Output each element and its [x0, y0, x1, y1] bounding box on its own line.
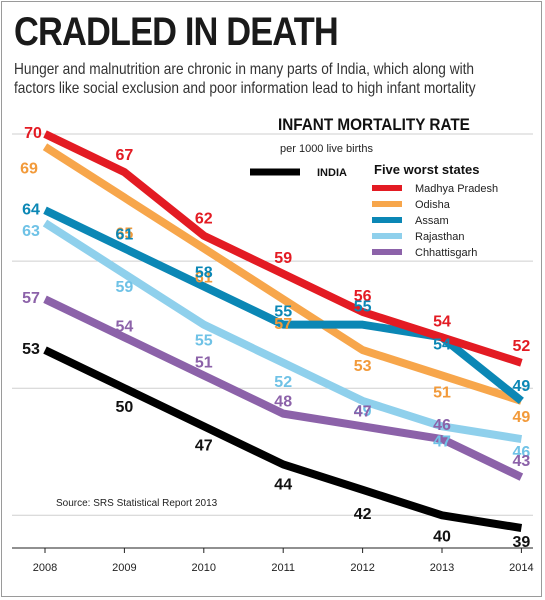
x-tick-label: 2012 [350, 562, 374, 574]
legend: INDIA Five worst states Madhya Pradesh Odis… [250, 162, 498, 259]
data-label-odisha: 69 [20, 161, 38, 178]
x-tick-label: 2008 [33, 562, 57, 574]
data-label-india: 40 [433, 528, 451, 545]
legend-label-assam: Assam [415, 215, 449, 227]
data-label-assam: 64 [22, 201, 40, 218]
data-label-odisha: 61 [195, 269, 213, 286]
data-label-india: 47 [195, 437, 213, 454]
data-label-rajasthan: 63 [22, 223, 40, 240]
data-label-chhattisgarh: 57 [22, 290, 40, 307]
data-label-assam: 49 [513, 378, 531, 395]
series-line-madhya-pradesh [43, 130, 523, 367]
data-label-madhya-pradesh: 67 [116, 147, 134, 164]
legend-label-india: INDIA [317, 167, 347, 179]
data-label-rajasthan: 59 [116, 279, 134, 296]
source-note: Source: SRS Statistical Report 2013 [56, 498, 218, 509]
data-label-chhattisgarh: 46 [433, 417, 451, 434]
data-label-assam: 58 [195, 265, 213, 282]
data-label-chhattisgarh: 47 [354, 403, 372, 420]
legend-label-madhya-pradesh: Madhya Pradesh [415, 183, 498, 195]
data-label-assam: 54 [433, 336, 451, 353]
data-label-india: 44 [274, 476, 292, 493]
data-label-rajasthan: 46 [513, 444, 531, 461]
data-label-madhya-pradesh: 56 [354, 288, 372, 305]
series-line-chhattisgarh [43, 295, 524, 481]
legend-heading: Five worst states [374, 162, 480, 177]
data-label-rajasthan: 55 [195, 333, 213, 350]
data-label-assam: 55 [274, 304, 292, 321]
data-label-chhattisgarh: 48 [274, 394, 292, 411]
data-label-chhattisgarh: 54 [116, 318, 134, 335]
data-label-odisha: 57 [274, 316, 292, 333]
x-tick-label: 2011 [271, 562, 295, 574]
data-label-rajasthan: 47 [433, 433, 451, 450]
x-tick-label: 2009 [112, 562, 136, 574]
series-line-rajasthan [42, 219, 523, 443]
data-label-india: 39 [513, 534, 531, 551]
chart-title: INFANT MORTALITY RATE [278, 115, 470, 134]
data-label-assam: 61 [116, 226, 134, 243]
data-label-india: 53 [22, 341, 40, 358]
data-label-assam: 55 [354, 299, 372, 316]
data-label-india: 42 [354, 506, 372, 523]
data-label-odisha: 51 [433, 384, 451, 401]
data-label-rajasthan: 49 [354, 403, 372, 420]
data-label-odisha: 65 [116, 226, 134, 243]
chart-subtitle: per 1000 live births [280, 143, 373, 155]
legend-label-chhattisgarh: Chhattisgarh [415, 247, 477, 259]
x-axis: 2008 2009 2010 2011 2012 2013 2014 [12, 547, 534, 574]
data-label-odisha: 49 [513, 409, 531, 426]
legend-label-odisha: Odisha [415, 199, 451, 211]
data-label-odisha: 53 [354, 358, 372, 375]
x-tick-label: 2013 [430, 562, 454, 574]
series-lines [42, 130, 524, 532]
data-label-madhya-pradesh: 59 [274, 250, 292, 267]
series-line-india [43, 346, 523, 532]
data-label-madhya-pradesh: 70 [24, 125, 42, 142]
legend-label-rajasthan: Rajasthan [415, 231, 465, 243]
x-tick-label: 2014 [509, 562, 533, 574]
data-label-india: 50 [116, 399, 134, 416]
x-tick-label: 2010 [192, 562, 216, 574]
data-label-chhattisgarh: 51 [195, 354, 213, 371]
headline: CRADLED IN DEATH [14, 10, 339, 54]
data-label-madhya-pradesh: 62 [195, 211, 213, 228]
subtitle: Hunger and malnutrition are chronic in m… [14, 61, 476, 97]
data-label-madhya-pradesh: 52 [513, 338, 531, 355]
series-line-odisha [42, 143, 523, 405]
data-label-madhya-pradesh: 54 [433, 313, 451, 330]
data-label-rajasthan: 52 [274, 374, 292, 391]
data-label-chhattisgarh: 43 [513, 453, 531, 470]
